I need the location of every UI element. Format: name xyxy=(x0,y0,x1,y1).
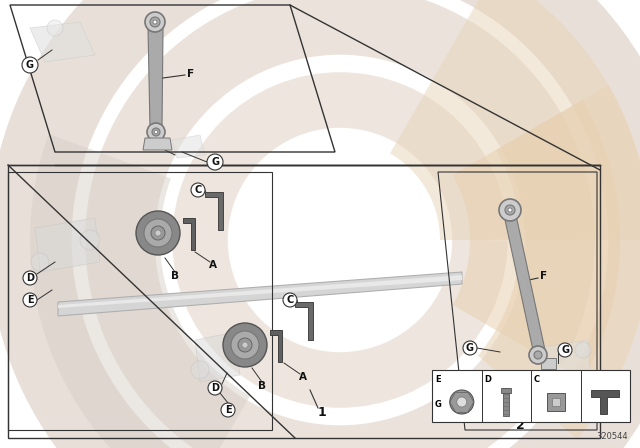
Text: F: F xyxy=(540,271,547,281)
Circle shape xyxy=(153,20,157,24)
Polygon shape xyxy=(195,332,240,382)
Polygon shape xyxy=(143,138,172,150)
Circle shape xyxy=(191,361,209,379)
Circle shape xyxy=(575,342,591,358)
Circle shape xyxy=(231,331,259,359)
Text: D: D xyxy=(484,375,492,384)
Polygon shape xyxy=(452,100,620,380)
Circle shape xyxy=(508,208,512,212)
Circle shape xyxy=(208,381,222,395)
Circle shape xyxy=(31,253,49,271)
Circle shape xyxy=(238,338,252,352)
Polygon shape xyxy=(183,218,195,250)
Circle shape xyxy=(136,211,180,255)
Circle shape xyxy=(154,130,158,134)
Text: G: G xyxy=(466,343,474,353)
Text: G: G xyxy=(561,345,569,355)
Bar xyxy=(547,393,564,411)
Circle shape xyxy=(223,334,243,354)
Circle shape xyxy=(221,403,235,417)
Circle shape xyxy=(191,183,205,197)
Text: 320544: 320544 xyxy=(596,432,628,441)
Polygon shape xyxy=(541,358,556,369)
Circle shape xyxy=(499,199,521,221)
Circle shape xyxy=(80,230,100,250)
Circle shape xyxy=(450,390,474,414)
Text: D: D xyxy=(211,383,219,393)
Polygon shape xyxy=(172,135,205,158)
Circle shape xyxy=(207,154,223,170)
Circle shape xyxy=(558,343,572,357)
Circle shape xyxy=(283,293,297,307)
Text: G: G xyxy=(211,157,219,167)
Text: D: D xyxy=(26,273,34,283)
Text: E: E xyxy=(27,295,33,305)
Polygon shape xyxy=(30,22,95,62)
Polygon shape xyxy=(58,275,462,308)
Polygon shape xyxy=(390,0,640,240)
Text: B: B xyxy=(258,381,266,391)
Bar xyxy=(432,370,630,422)
Polygon shape xyxy=(543,340,590,375)
Polygon shape xyxy=(35,218,100,272)
Polygon shape xyxy=(591,390,620,414)
Polygon shape xyxy=(478,85,640,439)
Circle shape xyxy=(463,341,477,355)
Circle shape xyxy=(223,323,267,367)
Text: C: C xyxy=(286,295,294,305)
Text: 1: 1 xyxy=(317,405,326,418)
Circle shape xyxy=(152,128,160,136)
Circle shape xyxy=(150,17,160,27)
Circle shape xyxy=(144,219,172,247)
Circle shape xyxy=(23,293,37,307)
Circle shape xyxy=(457,397,467,407)
Bar xyxy=(552,398,560,406)
Polygon shape xyxy=(270,330,282,362)
Polygon shape xyxy=(58,272,462,316)
Text: A: A xyxy=(299,372,307,382)
Text: E: E xyxy=(225,405,231,415)
Text: C: C xyxy=(195,185,202,195)
Polygon shape xyxy=(504,215,545,350)
Polygon shape xyxy=(205,192,223,230)
Circle shape xyxy=(534,351,542,359)
Polygon shape xyxy=(30,134,250,448)
Text: F: F xyxy=(187,69,194,79)
Polygon shape xyxy=(295,302,313,340)
Circle shape xyxy=(145,12,165,32)
Circle shape xyxy=(242,342,248,348)
Circle shape xyxy=(151,226,165,240)
Bar xyxy=(501,388,511,393)
Circle shape xyxy=(505,205,515,215)
Circle shape xyxy=(47,20,63,36)
Text: A: A xyxy=(209,260,217,270)
Circle shape xyxy=(155,230,161,236)
Circle shape xyxy=(529,346,547,364)
Text: C: C xyxy=(534,375,540,384)
Text: B: B xyxy=(171,271,179,281)
Text: 2: 2 xyxy=(516,418,524,431)
Text: G: G xyxy=(26,60,34,70)
Circle shape xyxy=(147,123,165,141)
Text: G: G xyxy=(435,400,442,409)
Bar xyxy=(503,388,509,416)
Polygon shape xyxy=(148,28,163,128)
Circle shape xyxy=(22,57,38,73)
Text: E: E xyxy=(435,375,440,384)
Circle shape xyxy=(23,271,37,285)
